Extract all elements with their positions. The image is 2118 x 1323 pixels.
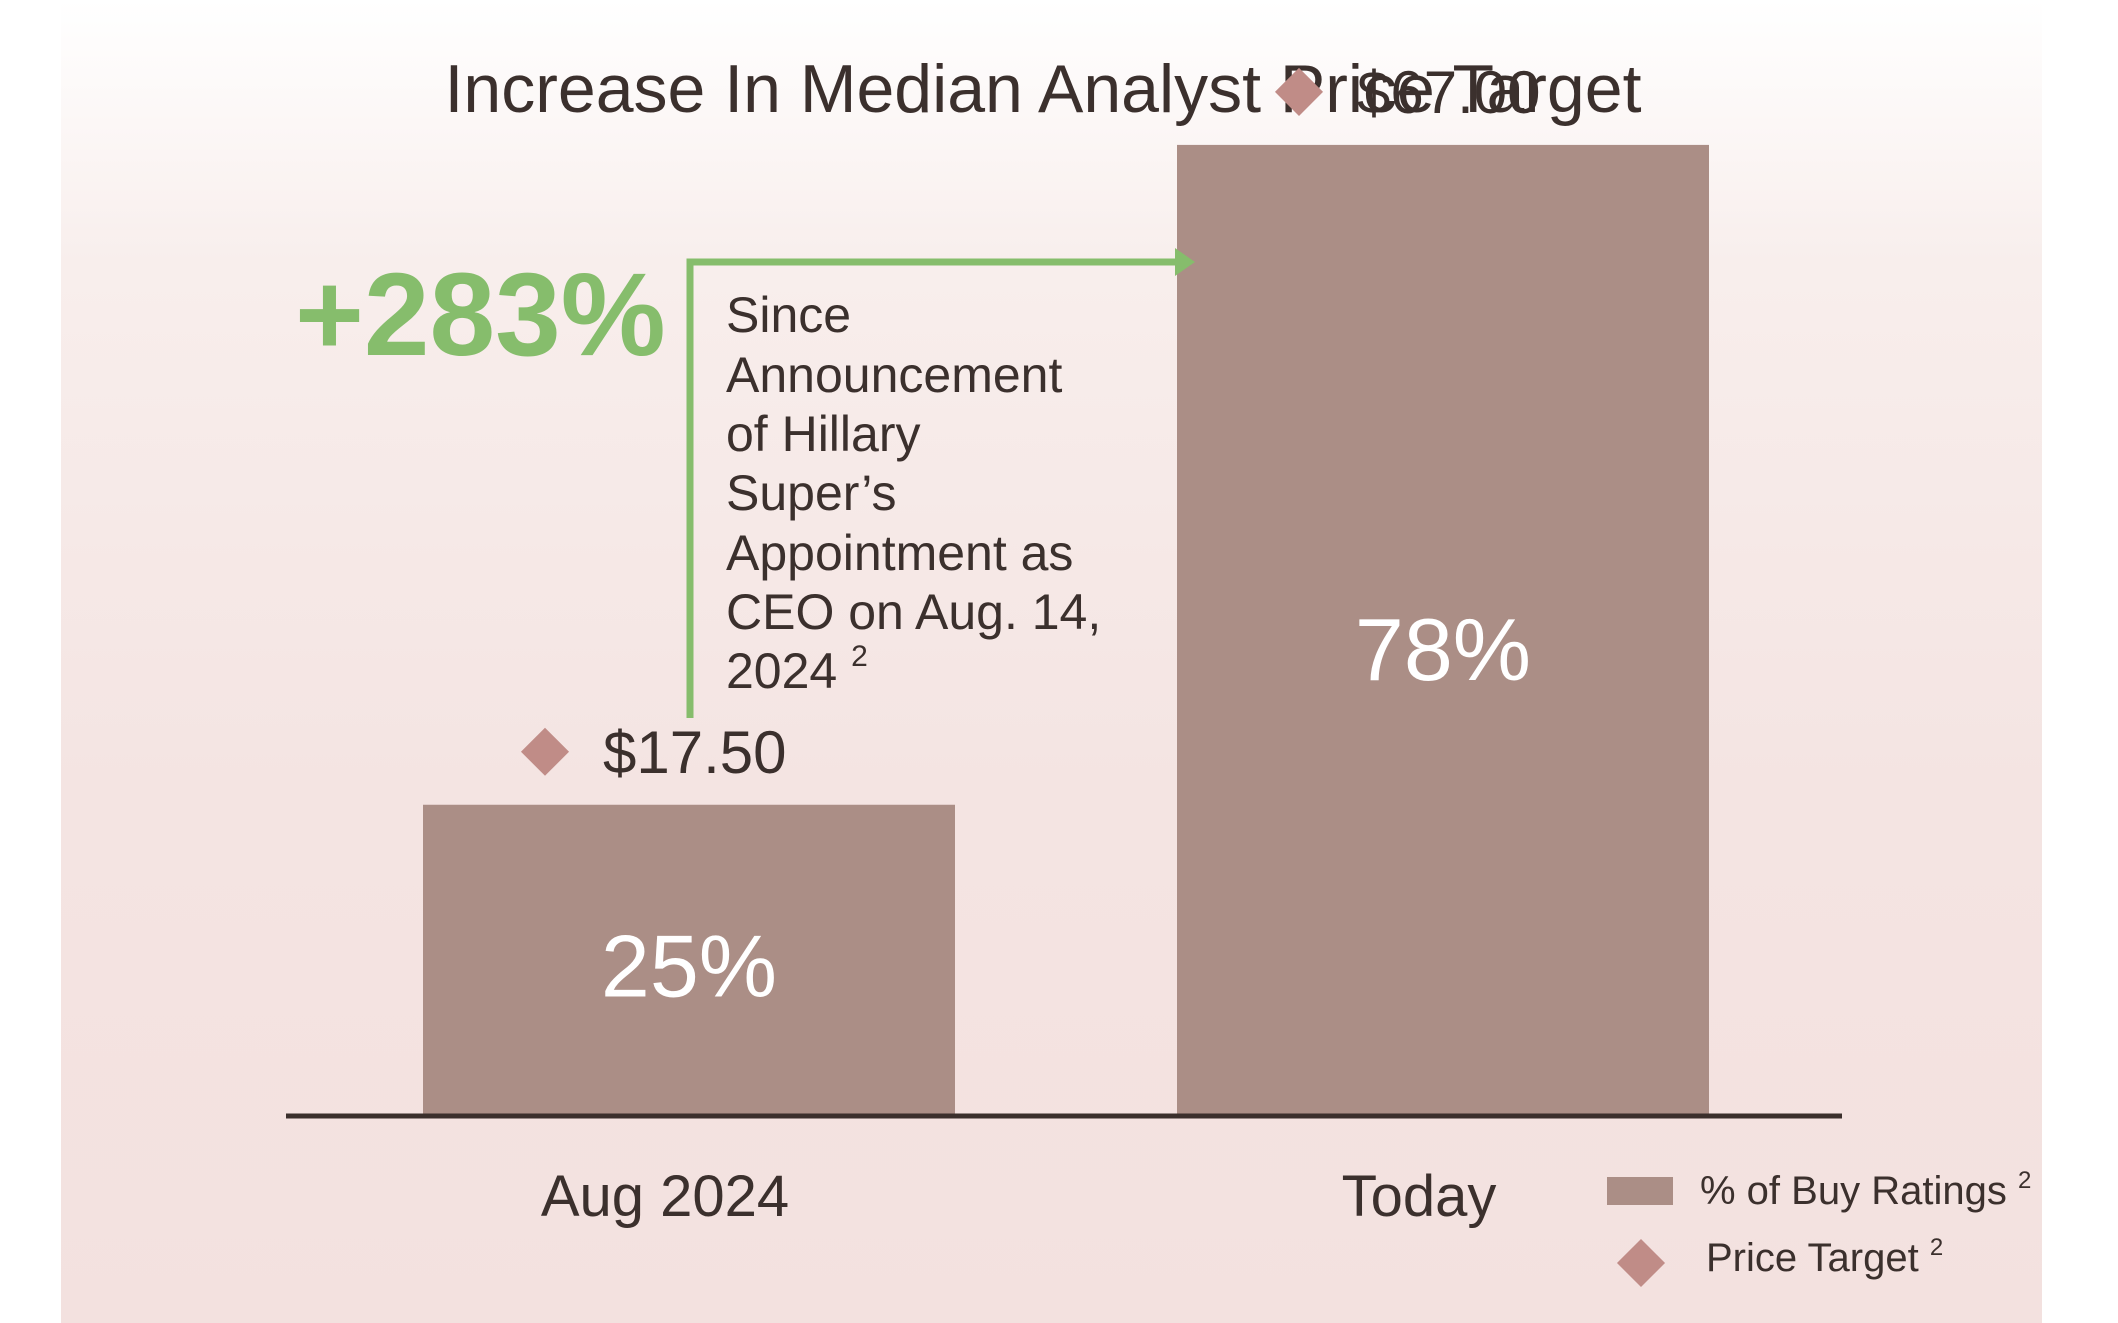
increase-percent: +283% [295, 249, 666, 381]
legend-label-buy-ratings: % of Buy Ratings 2 [1700, 1167, 2031, 1213]
annotation-line: Since [726, 287, 851, 343]
annotation-line: CEO on Aug. 14, [726, 584, 1101, 640]
price-target-label: $67.00 [1357, 59, 1541, 126]
bar-value-label: 25% [601, 917, 777, 1016]
legend-label-text: Price Target [1706, 1236, 1919, 1280]
annotation: +283% Since Announcement of Hillary Supe… [295, 248, 1195, 718]
annotation-arrow-head [1175, 248, 1195, 276]
category-label: Aug 2024 [541, 1164, 789, 1229]
annotation-line: Super’s [726, 465, 896, 521]
annotation-line: 2024 [726, 643, 837, 699]
legend-swatch-price-target [1616, 1238, 1666, 1288]
price-target-diamond [520, 727, 570, 776]
chart-title: Increase In Median Analyst Price Target [445, 51, 1642, 127]
chart-panel [61, 0, 2042, 1323]
legend-label-text: % of Buy Ratings [1700, 1169, 2007, 1213]
annotation-text: Since Announcement of Hillary Super’s Ap… [726, 287, 1115, 699]
annotation-superscript: 2 [851, 640, 868, 673]
legend-superscript: 2 [1930, 1234, 1943, 1261]
price-target-label: $17.50 [603, 719, 787, 786]
annotation-arrow-line [686, 258, 1175, 718]
legend-swatch-buy-ratings [1607, 1177, 1673, 1205]
bar [423, 804, 955, 1116]
legend: % of Buy Ratings 2 Price Target 2 [1607, 1167, 2031, 1288]
annotation-line: of Hillary [726, 406, 920, 462]
bar-value-label: 78% [1355, 600, 1531, 699]
annotation-line: Appointment as [726, 525, 1073, 581]
category-label: Today [1342, 1164, 1497, 1229]
bar [1177, 144, 1709, 1116]
legend-superscript: 2 [2018, 1167, 2031, 1194]
bars-layer: 25% $17.50 Aug 2024 78% $67.00 Today [423, 59, 1709, 1229]
legend-label-price-target: Price Target 2 [1706, 1234, 1943, 1280]
annotation-line: Announcement [726, 347, 1062, 403]
